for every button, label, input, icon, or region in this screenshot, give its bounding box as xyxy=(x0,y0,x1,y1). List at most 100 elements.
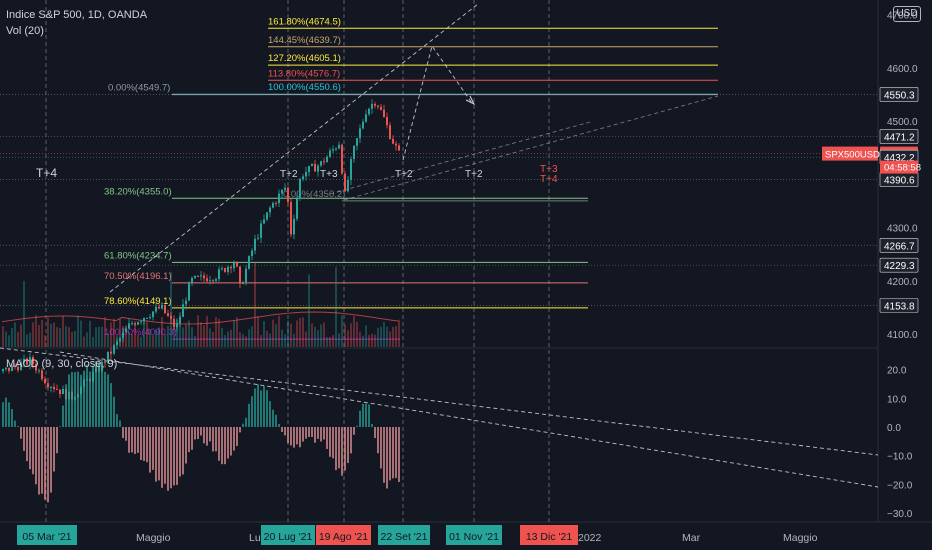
volume-bar xyxy=(296,320,298,347)
volume-bar xyxy=(206,315,208,347)
candle-body xyxy=(134,323,136,325)
volume-bar xyxy=(197,315,199,347)
volume-bar xyxy=(11,327,13,347)
volume-bar xyxy=(191,327,193,347)
volume-bar xyxy=(98,326,100,347)
macd-axis-tick: −10.0 xyxy=(887,452,913,463)
volume-bar xyxy=(41,319,43,347)
volume-bar xyxy=(335,267,337,347)
candle-body xyxy=(194,275,196,278)
candle-body xyxy=(221,268,223,270)
price-label: 4390.6 xyxy=(884,175,915,186)
price-axis-tick: 4100.0 xyxy=(887,330,918,341)
candle-body xyxy=(218,269,220,280)
currency-button[interactable]: USD xyxy=(893,6,921,22)
candle-body xyxy=(383,109,385,118)
candle-body xyxy=(389,125,391,139)
volume-bar xyxy=(86,332,88,347)
time-axis-label: Maggio xyxy=(783,532,818,544)
volume-bar xyxy=(188,320,190,347)
fib-level-label: 38.20%(4355.0) xyxy=(104,186,172,197)
volume-bar xyxy=(5,331,7,347)
candle-body xyxy=(377,105,379,107)
volume-bar xyxy=(140,336,142,347)
candle-body xyxy=(185,300,187,305)
macd-indicator-label: MACD (9, 30, close, 9) xyxy=(6,358,118,370)
volume-bar xyxy=(173,327,175,347)
volume-bar xyxy=(152,335,154,347)
candle-body xyxy=(212,280,214,282)
volume-bar xyxy=(266,330,268,347)
volume-bar xyxy=(161,317,163,347)
candle-body xyxy=(386,117,388,126)
candle-body xyxy=(230,266,232,269)
volume-bar xyxy=(230,329,232,347)
volume-bar xyxy=(119,318,121,347)
volume-bar xyxy=(359,331,361,347)
price-axis-tick: 4300.0 xyxy=(887,224,918,235)
volume-bar xyxy=(29,332,31,347)
candle-body xyxy=(158,306,160,309)
price-label: 4432.2 xyxy=(884,153,915,164)
symbol-badge-box xyxy=(822,146,878,161)
trend-line-upper xyxy=(109,3,479,293)
volume-bar xyxy=(236,317,238,347)
candle-body xyxy=(35,364,37,371)
volume-bar xyxy=(308,274,310,347)
candle-body xyxy=(152,311,154,318)
volume-bar xyxy=(68,327,70,347)
macd-axis-tick: −30.0 xyxy=(887,509,913,520)
time-axis-label: 2022 xyxy=(578,532,602,544)
price-label: 4266.7 xyxy=(884,241,915,252)
candle-body xyxy=(8,367,10,372)
candle-body xyxy=(248,256,250,269)
candle-body xyxy=(395,143,397,146)
candle-body xyxy=(59,389,61,395)
candle-body xyxy=(239,266,241,284)
candle-body xyxy=(206,278,208,282)
candle-body xyxy=(20,362,22,371)
macd-axis-tick: 20.0 xyxy=(887,366,907,377)
volume-bar xyxy=(101,326,103,347)
price-label-box xyxy=(879,129,919,144)
volume-bar xyxy=(311,323,313,347)
volume-bar xyxy=(224,335,226,347)
volume-bar xyxy=(371,333,373,347)
candle-body xyxy=(293,218,295,235)
volume-bar xyxy=(62,315,64,347)
volume-bar xyxy=(242,334,244,347)
candle-body xyxy=(164,304,166,314)
volume-bar xyxy=(110,322,112,347)
volume-bar xyxy=(392,326,394,347)
volume-bar xyxy=(212,331,214,347)
candle-body xyxy=(44,379,46,384)
fib-level-label: 78.60%(4149.1) xyxy=(104,296,172,307)
candle-body xyxy=(290,202,292,235)
volume-bar xyxy=(386,326,388,347)
volume-bar xyxy=(239,332,241,347)
candle-body xyxy=(341,144,343,174)
volume-bar xyxy=(290,323,292,347)
candle-body xyxy=(137,322,139,325)
date-chip-label: 01 Nov '21 xyxy=(449,531,499,543)
price-axis-tick: 4200.0 xyxy=(887,277,918,288)
volume-bar xyxy=(374,334,376,347)
volume-bar xyxy=(194,335,196,347)
candle-body xyxy=(392,138,394,144)
candle-body xyxy=(281,189,283,194)
volume-bar xyxy=(56,327,58,347)
volume-bar xyxy=(341,315,343,347)
candle-body xyxy=(359,128,361,139)
candle-body xyxy=(320,161,322,166)
candle-body xyxy=(14,365,16,367)
candle-body xyxy=(146,317,148,319)
volume-bar xyxy=(158,327,160,347)
volume-bar xyxy=(200,322,202,347)
date-chip-label: 05 Mar '21 xyxy=(22,531,71,543)
candle-body xyxy=(269,207,271,213)
date-chip-label: 13 Dic '21 xyxy=(526,531,573,543)
volume-bar xyxy=(305,331,307,347)
volume-indicator-label: Vol (20) xyxy=(6,25,44,37)
volume-bar xyxy=(125,326,127,347)
